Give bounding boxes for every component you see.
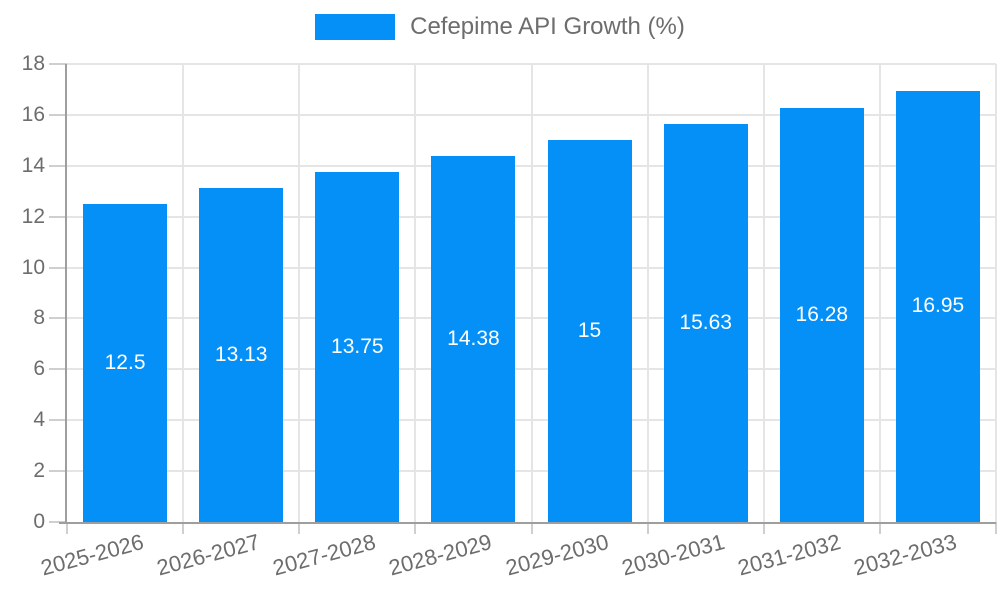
bar-value-label: 16.95 [911, 294, 965, 318]
bar-value-label: 15.63 [679, 311, 732, 335]
y-axis-label: 16 [21, 102, 45, 126]
bar-2025-2026[interactable]: 12.5 [83, 203, 168, 522]
x-axis-line [59, 522, 996, 524]
y-axis-tick [49, 63, 67, 65]
y-axis-tick [49, 368, 67, 371]
y-axis-tick [49, 470, 67, 473]
bar-value-label: 15 [577, 319, 602, 343]
y-axis-tick [49, 113, 67, 116]
bar-value-label: 16.28 [795, 302, 849, 326]
bar-value-label: 13.13 [214, 342, 268, 366]
y-axis-label: 12 [21, 204, 45, 228]
y-axis-label: 18 [21, 52, 45, 75]
bar-2029-2030[interactable]: 15 [547, 140, 632, 522]
legend-label: Cefepime API Growth (%) [410, 13, 685, 40]
bar-2026-2027[interactable]: 13.13 [199, 187, 284, 522]
legend-swatch[interactable] [315, 14, 396, 40]
y-axis-tick [49, 521, 67, 523]
x-axis-tick [878, 522, 881, 534]
x-axis-tick [414, 522, 417, 534]
bar-2030-2031[interactable]: 15.63 [663, 124, 748, 522]
x-gridline [182, 64, 185, 522]
bar-2028-2029[interactable]: 14.38 [431, 156, 516, 522]
y-axis-label: 2 [33, 459, 45, 483]
y-axis-tick [49, 215, 67, 218]
x-gridline [298, 64, 301, 522]
y-axis-line [65, 64, 67, 524]
x-gridline [762, 64, 765, 522]
y-axis-tick [49, 266, 67, 269]
bar-2032-2033[interactable]: 16.95 [895, 90, 980, 522]
x-axis-tick [646, 522, 649, 534]
y-axis-tick [49, 317, 67, 320]
y-axis-label: 10 [21, 255, 45, 279]
x-gridline [414, 64, 417, 522]
bar-2031-2032[interactable]: 16.28 [779, 107, 864, 522]
x-axis-tick [530, 522, 533, 534]
y-axis-tick [49, 164, 67, 167]
bar-2027-2028[interactable]: 13.75 [315, 172, 400, 522]
x-axis-tick [182, 522, 185, 534]
y-axis-label: 4 [33, 408, 45, 432]
x-axis-tick [762, 522, 765, 534]
x-gridline [995, 64, 997, 522]
x-gridline [530, 64, 533, 522]
bar-value-label: 12.5 [104, 350, 146, 374]
y-axis-label: 0 [33, 510, 45, 533]
x-gridline [878, 64, 881, 522]
bar-value-label: 14.38 [447, 327, 500, 351]
x-axis-tick [298, 522, 301, 534]
legend: Cefepime API Growth (%) [0, 13, 1000, 41]
x-axis-tick [995, 522, 997, 534]
y-axis-label: 6 [33, 357, 45, 381]
y-axis-label: 14 [21, 153, 45, 177]
x-gridline [646, 64, 649, 522]
y-axis-tick [49, 419, 67, 422]
x-axis-tick [66, 522, 68, 534]
y-axis-label: 8 [33, 306, 45, 330]
bar-value-label: 13.75 [331, 335, 384, 359]
